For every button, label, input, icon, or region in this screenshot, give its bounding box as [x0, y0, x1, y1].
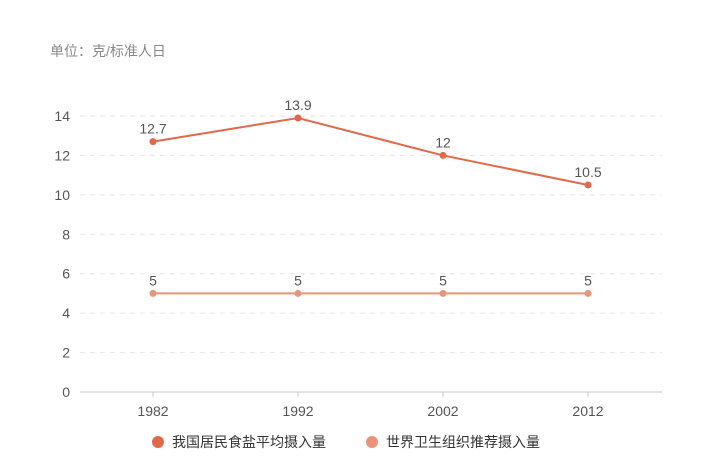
y-tick-label: 0: [62, 384, 70, 400]
data-label: 5: [584, 272, 592, 288]
y-axis-ticks: 0 2 4 6 8 10 12 14: [54, 108, 70, 400]
y-tick-label: 14: [54, 108, 70, 124]
data-label: 5: [439, 272, 447, 288]
x-tick-label: 1992: [282, 403, 313, 419]
unit-label: 单位：克/标准人日: [50, 43, 166, 59]
legend-marker: [366, 436, 378, 448]
data-label: 13.9: [284, 97, 311, 113]
y-tick-label: 4: [62, 305, 70, 321]
data-point: [149, 289, 157, 297]
data-label: 12: [435, 134, 451, 150]
data-point: [439, 289, 447, 297]
data-label: 5: [294, 272, 302, 288]
x-tick-label: 2002: [427, 403, 458, 419]
data-label: 10.5: [574, 164, 601, 180]
legend: 我国居民食盐平均摄入量 世界卫生组织推荐摄入量: [152, 434, 540, 450]
x-tick-label: 2012: [572, 403, 603, 419]
grid-lines: [80, 115, 662, 354]
y-tick-label: 8: [62, 226, 70, 242]
data-point: [439, 151, 447, 159]
data-point: [294, 114, 302, 122]
data-point: [584, 181, 592, 189]
y-tick-label: 12: [54, 147, 70, 163]
data-point: [149, 138, 157, 146]
watermark: 知乎号 @SCUT数据之美: [502, 452, 676, 469]
watermark-platform: 知乎号: [502, 452, 547, 469]
data-label: 5: [149, 272, 157, 288]
watermark-account: @SCUT数据之美: [560, 452, 676, 469]
legend-label: 我国居民食盐平均摄入量: [172, 434, 326, 450]
x-tick-label: 1982: [137, 403, 168, 419]
data-label: 12.7: [139, 121, 166, 137]
legend-marker: [152, 436, 164, 448]
data-point: [584, 289, 592, 297]
series-group: 12.7 13.9 12 10.5 5 5 5 5: [139, 97, 602, 297]
y-tick-label: 2: [62, 345, 70, 361]
y-tick-label: 6: [62, 266, 70, 282]
legend-label: 世界卫生组织推荐摄入量: [386, 434, 540, 450]
x-axis-ticks: 1982 1992 2002 2012: [137, 392, 604, 419]
y-tick-label: 10: [54, 187, 70, 203]
series-line: [152, 116, 589, 186]
data-point: [294, 289, 302, 297]
